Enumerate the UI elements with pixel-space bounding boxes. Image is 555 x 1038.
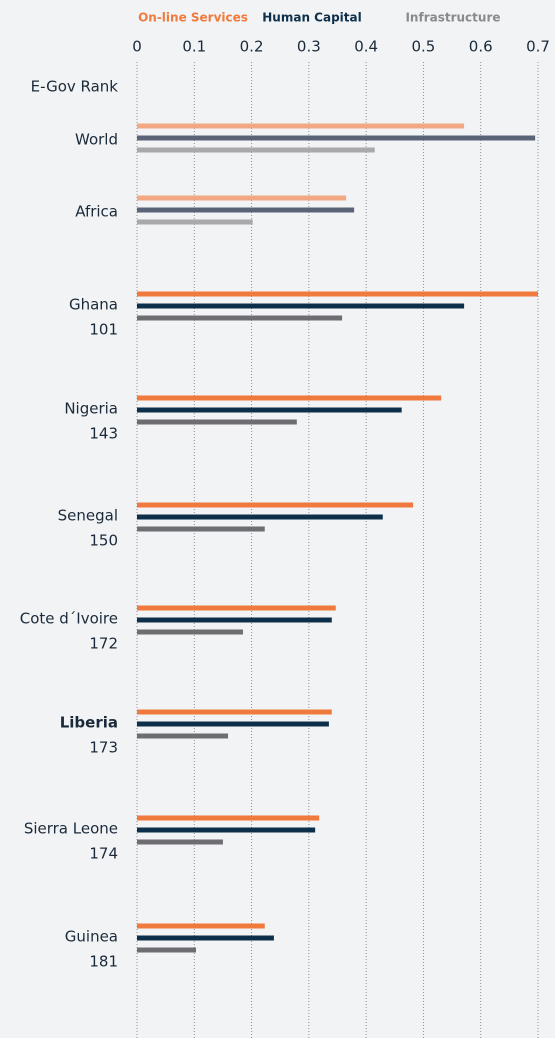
bar [137, 815, 320, 821]
bar [137, 219, 253, 225]
bar [137, 315, 343, 321]
bar [137, 147, 375, 153]
bar [137, 395, 442, 401]
bar [137, 514, 383, 520]
bar [137, 617, 332, 623]
rank-label: 150 [89, 532, 118, 550]
x-tick-label: 0 [132, 38, 142, 56]
category-label: Guinea [65, 928, 118, 946]
bar [137, 721, 329, 727]
bar [137, 629, 243, 635]
bar [137, 605, 336, 611]
rank-header: E-Gov Rank [31, 78, 119, 96]
legend-label: Infrastructure [405, 11, 500, 25]
bar [137, 935, 274, 941]
bar [137, 419, 297, 425]
category-label: Sierra Leone [24, 820, 118, 838]
category-label: Ghana [69, 296, 118, 314]
x-tick-label: 0.7 [526, 38, 550, 56]
x-tick-label: 0.4 [354, 38, 378, 56]
bar [137, 839, 223, 845]
rank-label: 173 [89, 739, 118, 757]
legend-label: Human Capital [262, 11, 361, 25]
rank-label: 101 [89, 321, 118, 339]
bar [137, 923, 265, 929]
bar [137, 947, 197, 953]
bar [137, 827, 316, 833]
category-label: Senegal [58, 507, 118, 525]
rank-label: 174 [89, 845, 118, 863]
bar [137, 502, 414, 508]
bar [137, 733, 229, 739]
bar [137, 709, 332, 715]
bar [137, 303, 465, 309]
bar [137, 135, 536, 141]
bar [137, 123, 465, 129]
rank-label: 181 [89, 953, 118, 971]
x-tick-label: 0.1 [182, 38, 206, 56]
category-label: Africa [75, 203, 118, 221]
bar [137, 407, 402, 413]
category-label: Nigeria [64, 400, 118, 418]
bar [137, 195, 347, 201]
x-tick-label: 0.3 [297, 38, 321, 56]
category-label: World [75, 131, 118, 149]
x-tick-label: 0.2 [240, 38, 264, 56]
rank-label: 143 [89, 425, 118, 443]
bar [137, 207, 355, 213]
legend-label: On-line Services [138, 11, 248, 25]
bar [137, 291, 538, 297]
rank-label: 172 [89, 635, 118, 653]
x-tick-label: 0.5 [411, 38, 435, 56]
bar [137, 526, 265, 532]
x-tick-label: 0.6 [469, 38, 493, 56]
category-label: Cote d´Ivoire [20, 610, 118, 628]
category-label: Liberia [60, 714, 118, 732]
